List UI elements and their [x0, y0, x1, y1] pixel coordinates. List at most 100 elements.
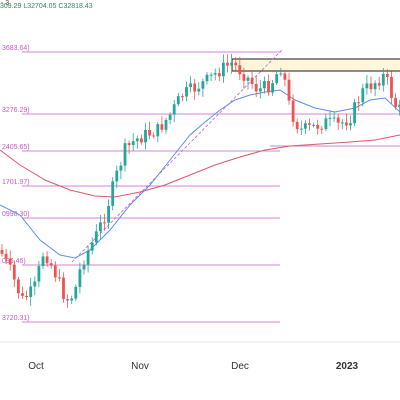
menu-glyph[interactable]: - 3	[1, 0, 10, 7]
candle-body	[66, 299, 69, 301]
candle-body	[119, 165, 123, 171]
candle-body	[21, 293, 24, 296]
candle-body	[90, 242, 94, 251]
candle-body	[328, 117, 332, 119]
candle-body	[361, 88, 365, 103]
candle-body	[242, 74, 246, 81]
candle-body	[295, 121, 299, 130]
candle-body	[201, 81, 205, 89]
candle-body	[29, 286, 33, 298]
candle-body	[144, 129, 147, 143]
candle-body	[386, 73, 389, 77]
candle-body	[332, 117, 336, 119]
candle-body	[197, 88, 201, 92]
ohlc-readout: 309.29 L32704.05 C32818.43	[0, 3, 93, 10]
x-axis-labels: Oct Nov Dec 2023	[28, 361, 358, 372]
candle-body	[312, 124, 315, 126]
candle-body	[33, 281, 37, 287]
candle-body	[357, 102, 361, 104]
candle-body	[258, 88, 262, 92]
candle-body	[279, 73, 283, 75]
candle-body	[189, 83, 192, 88]
fib-label: 0998.30)	[2, 211, 30, 218]
candle-body	[394, 97, 397, 108]
x-tick-label: Oct	[28, 361, 44, 372]
candle-body	[160, 124, 164, 130]
candle-body	[381, 73, 385, 86]
candle-body	[263, 81, 266, 89]
candle-body	[111, 181, 115, 206]
x-tick-label: Dec	[231, 361, 249, 372]
candle-body	[127, 143, 131, 146]
candle-body	[226, 62, 229, 66]
candle-body	[164, 119, 168, 130]
x-tick-label: Nov	[131, 361, 149, 372]
candle-body	[86, 250, 90, 265]
candle-body	[41, 256, 45, 267]
fib-label: 096.46)	[2, 258, 26, 265]
candle-body	[0, 250, 4, 254]
candle-body	[62, 277, 65, 300]
resistance-zone	[231, 58, 400, 72]
candle-body	[234, 62, 238, 66]
candle-body	[365, 83, 369, 89]
ma-fast-line	[0, 89, 400, 259]
candle-body	[209, 74, 213, 76]
candle-body	[115, 170, 119, 182]
candle-body	[148, 129, 151, 136]
candle-body	[353, 102, 356, 124]
candle-body	[45, 256, 49, 264]
trend-line	[71, 49, 283, 263]
candle-body	[78, 269, 82, 287]
fib-label: 3720.31)	[2, 315, 30, 322]
candle-body	[131, 141, 135, 146]
dashed-trend-line	[71, 49, 283, 263]
candle-body	[287, 79, 291, 101]
moving-averages	[0, 89, 400, 259]
candle-body	[8, 258, 12, 265]
candle-body	[390, 76, 393, 98]
ma-slow-line	[0, 134, 400, 198]
candle-body	[345, 122, 348, 126]
candle-body	[58, 277, 61, 279]
fibonacci-levels: 3683.64) 3276.29) 2405.65) 1701.97) 0998.30)…	[2, 45, 400, 323]
candle-body	[176, 96, 180, 105]
candle-body	[168, 114, 172, 120]
candle-body	[246, 77, 250, 81]
fib-label: 3683.64)	[2, 45, 30, 52]
candle-body	[304, 123, 307, 129]
candle-body	[222, 62, 225, 77]
x-tick-label: 2023	[336, 361, 359, 372]
candle-body	[283, 73, 287, 80]
candle-body	[213, 73, 217, 75]
candle-body	[70, 298, 74, 301]
candle-body	[373, 83, 377, 90]
candle-body	[398, 104, 400, 108]
candle-body	[324, 118, 328, 130]
candle-body	[377, 83, 381, 86]
candle-body	[99, 222, 102, 232]
candle-body	[4, 253, 8, 259]
candle-body	[205, 74, 209, 82]
candle-body	[250, 77, 254, 84]
candle-body	[49, 263, 53, 266]
candle-body	[291, 100, 295, 122]
candle-body	[238, 65, 242, 75]
candle-body	[94, 231, 98, 243]
candle-body	[217, 73, 221, 77]
candle-body	[107, 205, 110, 223]
candle-body	[82, 264, 86, 270]
candle-body	[267, 81, 270, 93]
candle-body	[25, 295, 28, 298]
candle-body	[152, 135, 156, 137]
fib-label: 1701.97)	[2, 179, 30, 186]
candle-body	[37, 266, 41, 282]
candle-body	[185, 87, 188, 97]
candle-body	[193, 83, 197, 92]
candles	[0, 53, 400, 308]
candle-body	[308, 123, 311, 125]
candle-body	[336, 117, 340, 123]
candle-body	[17, 279, 20, 294]
candle-body	[299, 128, 303, 130]
